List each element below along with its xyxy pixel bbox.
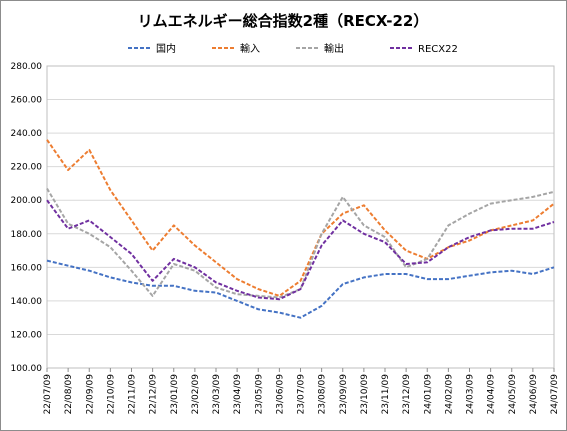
x-tick-label: 23/06/09 xyxy=(275,374,285,415)
x-tick-label: 24/03/09 xyxy=(466,374,476,415)
plot-area xyxy=(46,65,555,369)
legend-label: 国内 xyxy=(156,42,176,55)
series-line-1 xyxy=(46,139,555,297)
y-tick-label: 260.00 xyxy=(11,96,43,106)
x-tick-label: 24/06/09 xyxy=(529,374,539,415)
x-tick-label: 24/04/09 xyxy=(487,374,497,415)
x-tick-label: 22/09/09 xyxy=(85,374,95,415)
x-tick-label: 23/01/09 xyxy=(170,374,180,415)
chart-legend: 国内 輸入 輸出 RECX22 xyxy=(128,42,458,55)
x-tick-label: 22/12/09 xyxy=(149,374,159,415)
x-tick-label: 23/11/09 xyxy=(381,374,391,415)
x-tick-label: 23/02/09 xyxy=(191,374,201,415)
legend-label: 輸入 xyxy=(240,42,260,55)
x-tick-label: 24/02/09 xyxy=(444,374,454,415)
x-tick-label: 22/11/09 xyxy=(128,374,138,415)
x-tick-label: 22/07/09 xyxy=(43,374,53,415)
x-tick-label: 23/04/09 xyxy=(233,374,243,415)
x-tick-label: 23/07/09 xyxy=(297,374,307,415)
chart-title: リムエネルギー総合指数2種（RECX-22） xyxy=(138,12,429,30)
x-tick-label: 22/08/09 xyxy=(64,374,74,415)
y-tick-label: 180.00 xyxy=(11,230,43,240)
series-line-3 xyxy=(46,199,555,301)
x-tick-label: 23/08/09 xyxy=(318,374,328,415)
series-line-0 xyxy=(46,259,555,319)
x-tick-label: 23/09/09 xyxy=(339,374,349,415)
x-tick-label: 24/07/09 xyxy=(550,374,560,415)
x-tick-label: 24/05/09 xyxy=(508,374,518,415)
gridlines xyxy=(46,65,555,369)
legend-label: 輸出 xyxy=(324,42,344,55)
x-tick-label: 23/05/09 xyxy=(254,374,264,415)
legend-label: RECX22 xyxy=(418,44,458,55)
y-tick-label: 140.00 xyxy=(11,297,43,307)
y-tick-label: 280.00 xyxy=(11,62,43,72)
x-tick-label: 22/10/09 xyxy=(106,374,116,415)
y-tick-label: 200.00 xyxy=(11,196,43,206)
y-tick-label: 100.00 xyxy=(11,364,43,374)
y-tick-label: 220.00 xyxy=(11,163,43,173)
series-lines xyxy=(46,139,555,319)
x-tick-label: 24/01/09 xyxy=(423,374,433,415)
y-tick-label: 120.00 xyxy=(11,330,43,340)
y-tick-label: 160.00 xyxy=(11,263,43,273)
x-tick-label: 23/10/09 xyxy=(360,374,370,415)
x-tick-label: 23/03/09 xyxy=(212,374,222,415)
y-tick-label: 240.00 xyxy=(11,129,43,139)
series-line-2 xyxy=(46,187,555,299)
y-axis: 100.00 120.00 140.00 160.00 180.00 200.00 220.… xyxy=(11,62,43,374)
x-axis: 22/07/09 22/08/09 22/09/09 22/10/09 22/11/09… xyxy=(43,368,560,414)
x-tick-label: 23/12/09 xyxy=(402,374,412,415)
